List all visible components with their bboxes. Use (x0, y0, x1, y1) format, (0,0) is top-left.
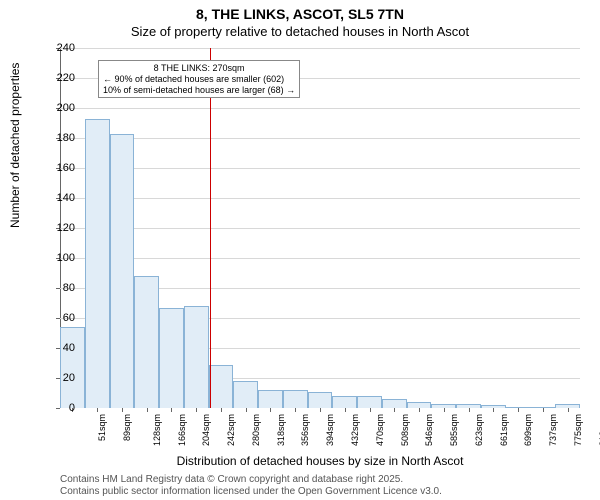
histogram-bar (85, 119, 110, 409)
annotation-line: 10% of semi-detached houses are larger (… (103, 85, 295, 96)
ytick-label: 180 (45, 132, 75, 144)
histogram-bar (233, 381, 258, 408)
histogram-bar (159, 308, 184, 409)
plot-area: 8 THE LINKS: 270sqm← 90% of detached hou… (60, 48, 580, 408)
annotation-line: 8 THE LINKS: 270sqm (103, 63, 295, 74)
xtick-label: 737sqm (548, 414, 558, 446)
xtick-label: 432sqm (350, 414, 360, 446)
ytick-label: 160 (45, 162, 75, 174)
xtick-label: 280sqm (251, 414, 261, 446)
gridline (60, 198, 580, 199)
xtick-mark (295, 408, 296, 412)
ytick-label: 0 (45, 402, 75, 414)
xtick-label: 699sqm (523, 414, 533, 446)
chart-container: 8, THE LINKS, ASCOT, SL5 7TN Size of pro… (0, 0, 600, 500)
gridline (60, 108, 580, 109)
gridline (60, 168, 580, 169)
histogram-bar (209, 365, 234, 409)
xtick-label: 775sqm (573, 414, 583, 446)
ytick-label: 240 (45, 42, 75, 54)
histogram-bar (258, 390, 283, 408)
histogram-bar (382, 399, 407, 408)
footnote: Contains HM Land Registry data © Crown c… (60, 474, 442, 498)
xtick-mark (196, 408, 197, 412)
xtick-label: 318sqm (276, 414, 286, 446)
xtick-label: 470sqm (375, 414, 385, 446)
xtick-mark (320, 408, 321, 412)
y-axis-label: Number of detached properties (8, 63, 22, 228)
xtick-mark (543, 408, 544, 412)
gridline (60, 228, 580, 229)
xtick-label: 166sqm (177, 414, 187, 446)
xtick-mark (444, 408, 445, 412)
xtick-label: 546sqm (424, 414, 434, 446)
xtick-mark (419, 408, 420, 412)
xtick-label: 204sqm (201, 414, 211, 446)
histogram-bar (308, 392, 333, 409)
xtick-label: 623sqm (474, 414, 484, 446)
histogram-bar (332, 396, 357, 408)
ytick-label: 80 (45, 282, 75, 294)
chart-subtitle: Size of property relative to detached ho… (0, 24, 600, 39)
gridline (60, 258, 580, 259)
xtick-label: 128sqm (152, 414, 162, 446)
ytick-label: 20 (45, 372, 75, 384)
histogram-bar (357, 396, 382, 408)
xtick-mark (469, 408, 470, 412)
marker-line (210, 48, 211, 408)
xtick-mark (345, 408, 346, 412)
histogram-bar (110, 134, 135, 409)
footnote-line: Contains public sector information licen… (60, 486, 442, 498)
xtick-label: 89sqm (122, 414, 132, 441)
xtick-mark (246, 408, 247, 412)
x-axis-label: Distribution of detached houses by size … (60, 454, 580, 468)
annotation-box: 8 THE LINKS: 270sqm← 90% of detached hou… (98, 60, 300, 98)
xtick-mark (97, 408, 98, 412)
gridline (60, 48, 580, 49)
ytick-label: 40 (45, 342, 75, 354)
xtick-mark (493, 408, 494, 412)
gridline (60, 138, 580, 139)
xtick-mark (518, 408, 519, 412)
ytick-label: 120 (45, 222, 75, 234)
chart-title: 8, THE LINKS, ASCOT, SL5 7TN (0, 6, 600, 22)
xtick-mark (221, 408, 222, 412)
xtick-label: 51sqm (97, 414, 107, 441)
annotation-line: ← 90% of detached houses are smaller (60… (103, 74, 295, 85)
xtick-label: 242sqm (226, 414, 236, 446)
xtick-mark (370, 408, 371, 412)
xtick-label: 508sqm (400, 414, 410, 446)
ytick-label: 60 (45, 312, 75, 324)
ytick-label: 220 (45, 72, 75, 84)
ytick-label: 100 (45, 252, 75, 264)
xtick-mark (171, 408, 172, 412)
histogram-bar (184, 306, 209, 408)
xtick-label: 661sqm (499, 414, 509, 446)
xtick-mark (122, 408, 123, 412)
xtick-label: 585sqm (449, 414, 459, 446)
xtick-mark (147, 408, 148, 412)
xtick-mark (270, 408, 271, 412)
histogram-bar (60, 327, 85, 408)
xtick-mark (568, 408, 569, 412)
histogram-bar (134, 276, 159, 408)
ytick-label: 200 (45, 102, 75, 114)
xtick-label: 356sqm (301, 414, 311, 446)
footnote-line: Contains HM Land Registry data © Crown c… (60, 474, 442, 486)
xtick-label: 394sqm (325, 414, 335, 446)
xtick-mark (394, 408, 395, 412)
ytick-label: 140 (45, 192, 75, 204)
histogram-bar (283, 390, 308, 408)
